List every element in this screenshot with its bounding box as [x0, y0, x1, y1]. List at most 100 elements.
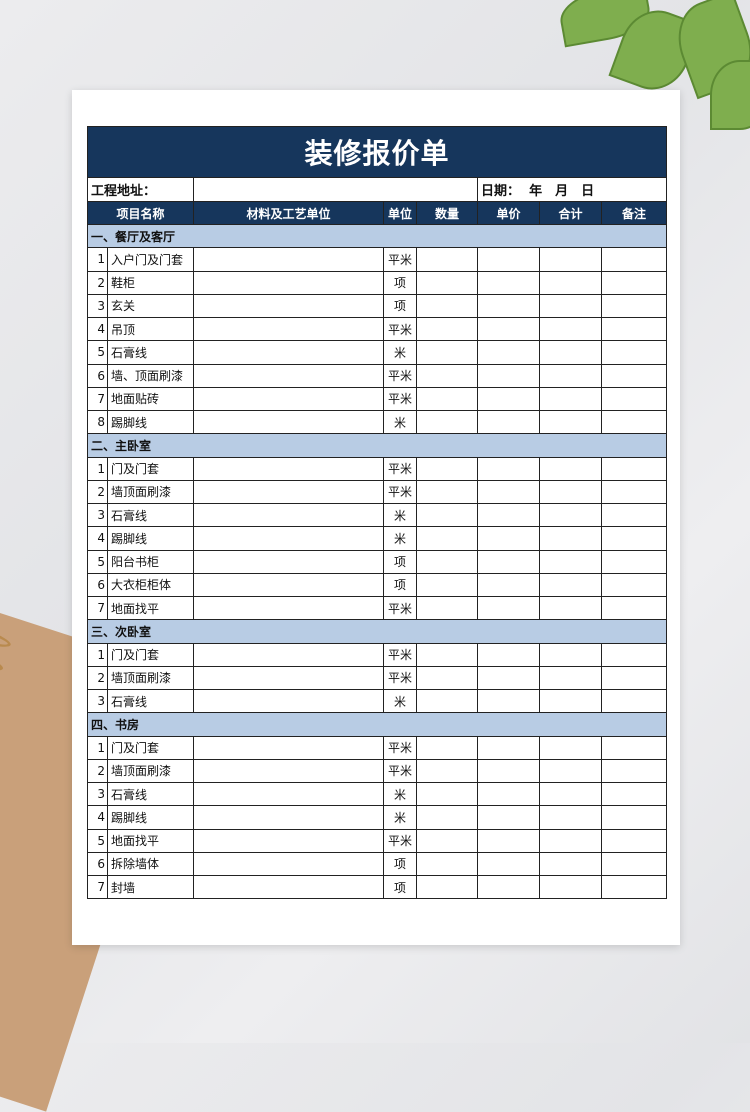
material-cell[interactable]: [193, 293, 384, 319]
quantity-cell[interactable]: [416, 758, 478, 784]
unit-price-cell[interactable]: [477, 595, 540, 621]
unit-price-cell[interactable]: [477, 665, 540, 691]
material-cell[interactable]: [193, 851, 384, 877]
notes-cell[interactable]: [600, 781, 668, 807]
unit-price-cell[interactable]: [477, 805, 540, 830]
total-cell[interactable]: [539, 479, 602, 505]
total-cell[interactable]: [539, 688, 602, 714]
unit-price-cell[interactable]: [477, 851, 540, 877]
material-cell[interactable]: [193, 386, 384, 412]
material-cell[interactable]: [193, 456, 384, 481]
total-cell[interactable]: [539, 851, 602, 877]
unit-price-cell[interactable]: [477, 386, 540, 412]
date-field[interactable]: 日期： 年 月 日: [476, 177, 668, 202]
quantity-cell[interactable]: [416, 665, 478, 691]
notes-cell[interactable]: [600, 665, 668, 691]
material-cell[interactable]: [193, 688, 384, 714]
total-cell[interactable]: [539, 316, 602, 342]
notes-cell[interactable]: [600, 316, 668, 342]
unit-price-cell[interactable]: [477, 828, 540, 853]
material-cell[interactable]: [193, 363, 384, 388]
material-cell[interactable]: [193, 316, 384, 342]
material-cell[interactable]: [193, 595, 384, 621]
notes-cell[interactable]: [600, 688, 668, 714]
material-cell[interactable]: [193, 828, 384, 853]
total-cell[interactable]: [539, 526, 602, 551]
total-cell[interactable]: [539, 247, 602, 272]
notes-cell[interactable]: [600, 479, 668, 505]
notes-cell[interactable]: [600, 805, 668, 830]
total-cell[interactable]: [539, 595, 602, 621]
notes-cell[interactable]: [600, 828, 668, 853]
material-cell[interactable]: [193, 781, 384, 807]
unit-price-cell[interactable]: [477, 409, 540, 435]
material-cell[interactable]: [193, 805, 384, 830]
material-cell[interactable]: [193, 642, 384, 667]
notes-cell[interactable]: [600, 758, 668, 784]
material-cell[interactable]: [193, 247, 384, 272]
quantity-cell[interactable]: [416, 735, 478, 760]
total-cell[interactable]: [539, 805, 602, 830]
notes-cell[interactable]: [600, 293, 668, 319]
quantity-cell[interactable]: [416, 409, 478, 435]
quantity-cell[interactable]: [416, 781, 478, 807]
quantity-cell[interactable]: [416, 386, 478, 412]
quantity-cell[interactable]: [416, 479, 478, 505]
unit-price-cell[interactable]: [477, 270, 540, 295]
material-cell[interactable]: [193, 479, 384, 505]
total-cell[interactable]: [539, 340, 602, 365]
total-cell[interactable]: [539, 293, 602, 319]
unit-price-cell[interactable]: [477, 549, 540, 574]
total-cell[interactable]: [539, 665, 602, 691]
notes-cell[interactable]: [600, 595, 668, 621]
quantity-cell[interactable]: [416, 595, 478, 621]
total-cell[interactable]: [539, 874, 602, 900]
quantity-cell[interactable]: [416, 456, 478, 481]
material-cell[interactable]: [193, 340, 384, 365]
unit-price-cell[interactable]: [477, 572, 540, 598]
unit-price-cell[interactable]: [477, 526, 540, 551]
notes-cell[interactable]: [600, 386, 668, 412]
quantity-cell[interactable]: [416, 642, 478, 667]
unit-price-cell[interactable]: [477, 874, 540, 900]
quantity-cell[interactable]: [416, 247, 478, 272]
quantity-cell[interactable]: [416, 293, 478, 319]
notes-cell[interactable]: [600, 270, 668, 295]
notes-cell[interactable]: [600, 874, 668, 900]
total-cell[interactable]: [539, 386, 602, 412]
material-cell[interactable]: [193, 526, 384, 551]
unit-price-cell[interactable]: [477, 316, 540, 342]
notes-cell[interactable]: [600, 549, 668, 574]
address-field[interactable]: [193, 177, 478, 202]
notes-cell[interactable]: [600, 456, 668, 481]
notes-cell[interactable]: [600, 572, 668, 598]
quantity-cell[interactable]: [416, 874, 478, 900]
material-cell[interactable]: [193, 409, 384, 435]
total-cell[interactable]: [539, 758, 602, 784]
total-cell[interactable]: [539, 549, 602, 574]
total-cell[interactable]: [539, 363, 602, 388]
unit-price-cell[interactable]: [477, 340, 540, 365]
quantity-cell[interactable]: [416, 502, 478, 528]
total-cell[interactable]: [539, 456, 602, 481]
unit-price-cell[interactable]: [477, 735, 540, 760]
material-cell[interactable]: [193, 270, 384, 295]
unit-price-cell[interactable]: [477, 293, 540, 319]
material-cell[interactable]: [193, 735, 384, 760]
total-cell[interactable]: [539, 735, 602, 760]
unit-price-cell[interactable]: [477, 247, 540, 272]
notes-cell[interactable]: [600, 502, 668, 528]
quantity-cell[interactable]: [416, 340, 478, 365]
quantity-cell[interactable]: [416, 316, 478, 342]
quantity-cell[interactable]: [416, 805, 478, 830]
total-cell[interactable]: [539, 572, 602, 598]
notes-cell[interactable]: [600, 642, 668, 667]
material-cell[interactable]: [193, 572, 384, 598]
notes-cell[interactable]: [600, 247, 668, 272]
notes-cell[interactable]: [600, 851, 668, 877]
total-cell[interactable]: [539, 828, 602, 853]
quantity-cell[interactable]: [416, 851, 478, 877]
quantity-cell[interactable]: [416, 572, 478, 598]
total-cell[interactable]: [539, 502, 602, 528]
material-cell[interactable]: [193, 874, 384, 900]
